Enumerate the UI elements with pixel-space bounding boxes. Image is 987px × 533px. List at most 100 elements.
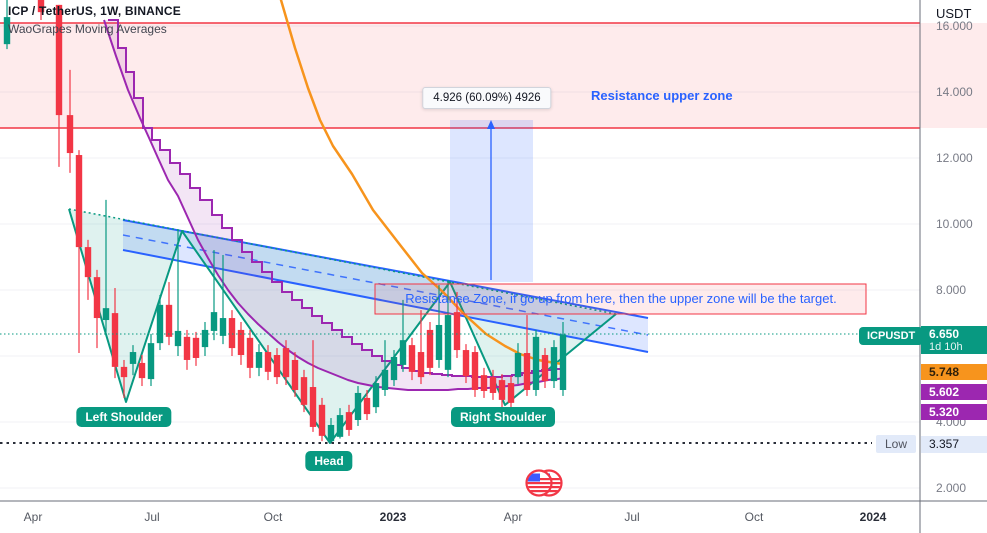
candle-body xyxy=(201,329,209,348)
channel-mid-dashed-line xyxy=(122,234,649,336)
low-price-tag: 3.357 xyxy=(921,436,987,453)
bar-countdown: 1d 10h xyxy=(929,341,963,353)
candle-body xyxy=(408,345,416,372)
candle-body xyxy=(156,304,164,344)
candle-body xyxy=(66,115,74,154)
candle-body xyxy=(426,329,434,368)
price-axis[interactable]: USDT 16.000 14.000 12.000 10.000 8.000 4.000 2… xyxy=(921,0,987,533)
candle-body xyxy=(228,318,236,349)
candle-body xyxy=(444,315,452,370)
head-badge[interactable]: Head xyxy=(305,451,353,471)
candle-body xyxy=(507,383,515,403)
price-axis-currency: USDT xyxy=(936,6,972,21)
low-marker-label: Low xyxy=(876,435,917,453)
candle-body xyxy=(55,4,63,116)
right-shoulder-badge[interactable]: Right Shoulder xyxy=(451,407,555,427)
resistance-upper-zone-text[interactable]: Resistance upper zone xyxy=(591,88,733,103)
candle-body xyxy=(309,387,317,427)
measure-tool-label[interactable]: 4.926 (60.09%) 4926 xyxy=(422,87,552,109)
left-shoulder-badge[interactable]: Left Shoulder xyxy=(76,407,172,427)
candle-body xyxy=(532,336,540,390)
us-flag-part xyxy=(527,486,551,489)
us-flag-part xyxy=(527,490,551,493)
candle-body xyxy=(559,334,567,390)
candle-body xyxy=(480,375,488,391)
time-tick-label: 2024 xyxy=(859,510,887,524)
candle-body xyxy=(318,404,326,436)
candle-body xyxy=(390,356,398,381)
time-tick-label: Apr xyxy=(23,510,43,524)
candle-body xyxy=(453,312,461,351)
candle-body xyxy=(498,380,506,400)
channel-top-line[interactable] xyxy=(122,219,649,319)
candle-body xyxy=(102,308,110,321)
symbol-price-badge: ICPUSDT xyxy=(859,327,924,345)
candle-body xyxy=(282,348,290,378)
ma-price-tag-orange: 5.748 xyxy=(921,364,987,380)
candle-body xyxy=(514,353,522,378)
candle-body xyxy=(399,340,407,365)
price-tick-label: 14.000 xyxy=(936,85,973,99)
last-price-value: 6.650 xyxy=(929,327,960,341)
candle-body xyxy=(138,362,146,379)
us-flag-icon[interactable] xyxy=(525,469,563,497)
candle-body xyxy=(435,324,443,360)
candle-body xyxy=(471,352,479,390)
symbol-title[interactable]: ICP / TetherUS, 1W, BINANCE xyxy=(8,4,181,18)
candle-body xyxy=(111,313,119,367)
ma-price-tag-purple-2: 5.320 xyxy=(921,404,987,420)
ma-band-fill xyxy=(104,20,563,390)
last-price-tag: 6.650 1d 10h xyxy=(921,326,987,354)
us-flag-part xyxy=(527,473,540,482)
candle-body xyxy=(381,369,389,390)
time-tick-label: Jul xyxy=(624,510,640,524)
candle-body xyxy=(3,17,11,45)
candle-body xyxy=(210,312,218,331)
candle-body xyxy=(37,0,45,13)
candle-body xyxy=(345,412,353,430)
candle-body xyxy=(174,330,182,347)
candle-body xyxy=(129,352,137,364)
candle-body xyxy=(264,352,272,372)
candle-body xyxy=(550,347,558,382)
resistance-zone-text[interactable]: Resistance Zone, if go up from here, the… xyxy=(405,291,837,306)
ma-price-tag-purple-1: 5.602 xyxy=(921,384,987,400)
candle-body xyxy=(183,336,191,360)
time-tick-label: Oct xyxy=(263,510,283,524)
price-tick-label: 10.000 xyxy=(936,217,973,231)
price-tick-label: 8.000 xyxy=(936,283,967,297)
candle-body xyxy=(523,353,531,390)
head-shoulders-fill[interactable] xyxy=(69,209,616,443)
candle-body xyxy=(165,304,173,337)
candle-body xyxy=(327,424,335,442)
resistance-upper-zone-fill[interactable] xyxy=(0,23,987,128)
candle-body xyxy=(363,397,371,415)
time-axis[interactable]: Apr Jul Oct 2023 Apr Jul Oct 2024 xyxy=(0,502,920,533)
candle-body xyxy=(462,350,470,377)
candle-body xyxy=(120,366,128,378)
resistance-zone-box[interactable] xyxy=(374,283,867,315)
candle-body xyxy=(75,155,83,248)
head-shoulders-outline[interactable] xyxy=(68,208,617,444)
candle-body xyxy=(93,277,101,319)
time-tick-label: Apr xyxy=(503,510,523,524)
time-tick-label: Jul xyxy=(144,510,160,524)
candle-body xyxy=(372,383,380,408)
candle-body xyxy=(84,247,92,278)
candle-body xyxy=(336,415,344,437)
candle-body xyxy=(255,352,263,368)
candle-body xyxy=(237,329,245,356)
indicator-title[interactable]: WaoGrapes Moving Averages xyxy=(8,22,167,36)
candle-body xyxy=(541,355,549,382)
time-tick-label: 2023 xyxy=(379,510,407,524)
candle-body xyxy=(219,318,227,336)
candle-body xyxy=(273,355,281,378)
candle-body xyxy=(291,359,299,390)
price-tick-label: 12.000 xyxy=(936,151,973,165)
us-flag-part xyxy=(527,482,551,485)
candle-body xyxy=(354,392,362,421)
time-tick-label: Oct xyxy=(744,510,764,524)
channel-fill[interactable] xyxy=(123,220,648,352)
